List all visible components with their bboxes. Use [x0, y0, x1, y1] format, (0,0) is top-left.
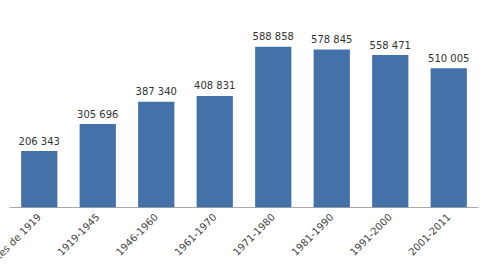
svg-text:2001-2011: 2001-2011 — [406, 211, 452, 257]
svg-text:1961-1970: 1961-1970 — [172, 211, 218, 257]
svg-text:588 858: 588 858 — [253, 31, 294, 42]
svg-text:305 696: 305 696 — [77, 109, 118, 120]
svg-text:1971-1980: 1971-1980 — [231, 211, 277, 257]
svg-text:510 005: 510 005 — [428, 53, 469, 64]
svg-text:1919-1945: 1919-1945 — [55, 211, 101, 257]
svg-text:558 471: 558 471 — [370, 40, 411, 51]
svg-text:206 343: 206 343 — [19, 136, 60, 147]
svg-text:1946-1960: 1946-1960 — [114, 211, 160, 257]
svg-text:387 340: 387 340 — [136, 86, 177, 97]
svg-text:578 845: 578 845 — [311, 34, 352, 45]
svg-text:Antes de 1919: Antes de 1919 — [0, 211, 43, 270]
svg-text:408 831: 408 831 — [194, 80, 235, 91]
svg-text:1981-1990: 1981-1990 — [289, 211, 335, 257]
svg-text:1991-2000: 1991-2000 — [348, 211, 394, 257]
